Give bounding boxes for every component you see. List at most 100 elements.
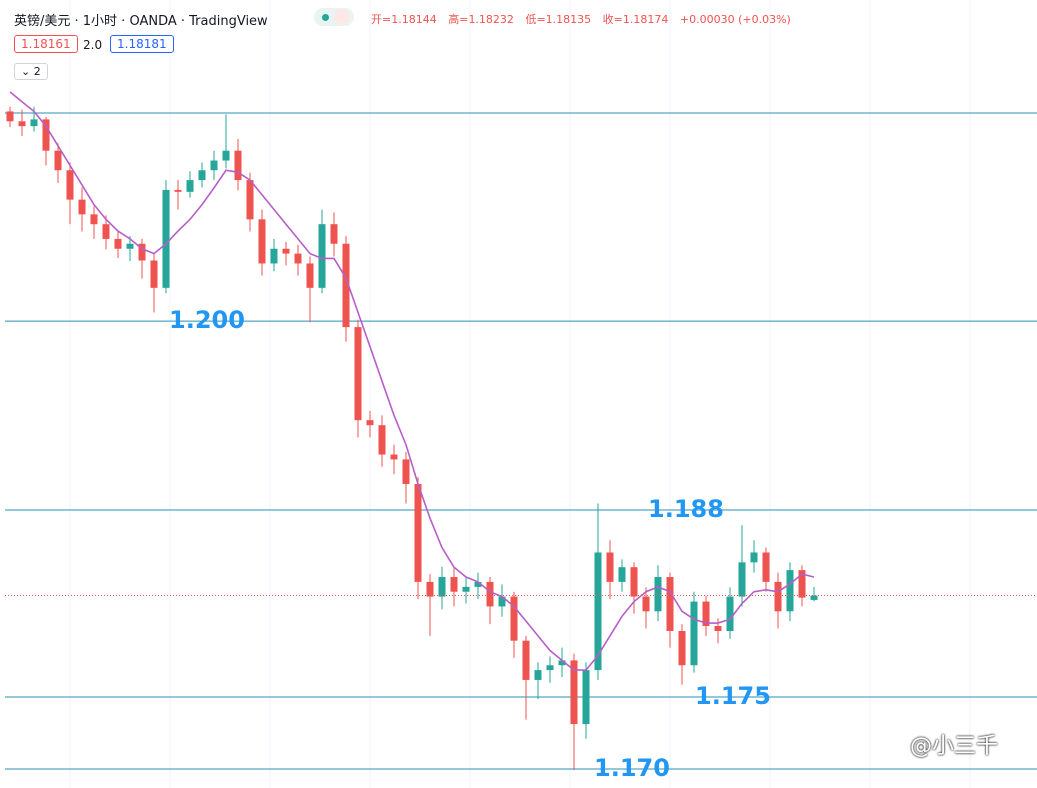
level-label: 1.200 (169, 306, 245, 334)
candle-body (726, 596, 734, 631)
candle-body (474, 581, 482, 587)
collapse-count: 2 (33, 65, 41, 78)
candle-body (750, 552, 758, 563)
candle-body (174, 189, 182, 192)
candle-body (618, 567, 626, 582)
candle-body (330, 224, 338, 244)
candle-body (162, 189, 170, 288)
level-label: 1.188 (648, 495, 724, 523)
candle-body (282, 248, 290, 254)
candle-body (318, 224, 326, 288)
chevron: ⌄ (21, 65, 34, 78)
ohlc-item: 高=1.18232 (448, 13, 518, 26)
symbol-title: 英镑/美元 · 1小时 · OANDA · TradingView (14, 14, 268, 29)
candle-body (774, 581, 782, 612)
candle-body (630, 567, 638, 597)
candle-body (78, 199, 86, 215)
ohlc-item: 低=1.18135 (525, 13, 595, 26)
candle-body (66, 170, 74, 200)
candle-body (30, 119, 38, 127)
ohlc-item: 开=1.18144 (371, 13, 441, 26)
candle-body (450, 577, 458, 592)
candle-body (786, 570, 794, 612)
ohlc-label: 高= (448, 13, 469, 26)
candle-body (534, 670, 542, 680)
candle-body (42, 119, 50, 151)
delay-icon (334, 9, 350, 24)
ohlc-label: 低= (525, 13, 546, 26)
candle-body (198, 170, 206, 181)
candle-body (126, 243, 134, 249)
candle-body (54, 150, 62, 171)
candle-body (522, 640, 530, 680)
sell-price[interactable]: 1.18161 (14, 35, 78, 53)
ohlc-label: 开= (371, 13, 392, 26)
candle-body (426, 581, 434, 597)
candle-body (498, 596, 506, 607)
candle-body (558, 660, 566, 666)
candle-body (186, 180, 194, 192)
level-label: 1.175 (695, 682, 771, 710)
candle-body (366, 420, 374, 426)
candle-body (114, 238, 122, 249)
candle-body (702, 601, 710, 626)
candle-body (150, 260, 158, 288)
candle-body (102, 224, 110, 239)
candle-body (90, 214, 98, 225)
candle-body (486, 581, 494, 607)
candle-body (690, 601, 698, 666)
candle-body (306, 263, 314, 288)
candle-body (810, 595, 818, 600)
moving-average (9, 91, 815, 671)
ohlc-legend: 开=1.18144 高=1.18232 低=1.18135 收=1.18174 … (371, 11, 795, 27)
candle-body (270, 248, 278, 264)
watermark: @小三千 (910, 734, 999, 759)
collapse-button[interactable]: ⌄ 2 (14, 63, 48, 80)
ohlc-value: 1.18144 (391, 13, 437, 26)
candle-body (642, 596, 650, 612)
candle-body (546, 665, 554, 671)
candle-body (666, 577, 674, 631)
candle-body (138, 243, 146, 261)
ohlc-item: 收=1.18174 (603, 13, 673, 26)
candle-body (582, 670, 590, 725)
candle-body (462, 586, 470, 592)
candle-body (258, 219, 266, 264)
candle-body (738, 562, 746, 597)
candle-body (342, 243, 350, 328)
level-label: 1.170 (594, 754, 670, 782)
candle-body (762, 552, 770, 582)
status-badge[interactable] (314, 8, 354, 26)
candle-body (570, 660, 578, 725)
candle-body (6, 111, 14, 122)
candle-body (654, 577, 662, 612)
candle-body (594, 552, 602, 671)
ohlc-value: 1.18232 (468, 13, 514, 26)
candle-body (798, 570, 806, 598)
candle-body (210, 160, 218, 171)
candle-body (294, 253, 302, 264)
ohlc-value: 1.18174 (622, 13, 669, 26)
candle-body (18, 121, 26, 127)
candle-body (402, 459, 410, 484)
ohlc-label: 收= (602, 13, 623, 26)
candle-body (678, 630, 686, 666)
candle-body (438, 577, 446, 597)
candle-body (606, 552, 614, 582)
candle-body (234, 150, 242, 181)
change: +0.00030 (+0.03%) (679, 13, 791, 26)
candle-body (714, 625, 722, 631)
ohlc-value: 1.18135 (545, 13, 592, 26)
candle-body (222, 150, 230, 161)
candle-body (354, 327, 362, 421)
candle-body (390, 454, 398, 460)
candle-body (414, 483, 422, 582)
candle-body (378, 425, 386, 455)
buy-price[interactable]: 1.18181 (110, 35, 174, 53)
spread: 2.0 (83, 38, 103, 52)
candle-body (510, 596, 518, 641)
status-dot (322, 14, 329, 21)
candle-body (246, 180, 254, 220)
